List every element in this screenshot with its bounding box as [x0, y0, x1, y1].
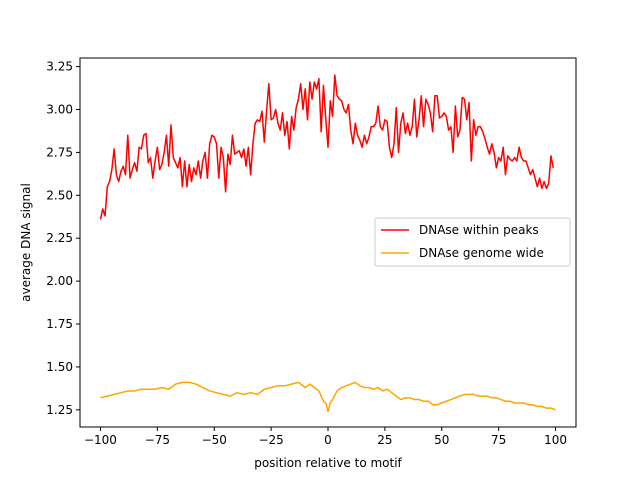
x-tick-label: 75 — [491, 433, 506, 447]
x-tick-label: −100 — [84, 433, 117, 447]
x-tick-label: 0 — [324, 433, 332, 447]
x-tick-label: 50 — [434, 433, 449, 447]
series-line-within-peaks — [99, 74, 554, 220]
y-tick-label: 3.25 — [46, 60, 73, 74]
legend-box — [374, 217, 571, 267]
legend: DNAse within peaks DNAse genome wide — [374, 217, 571, 267]
legend-label-genome-wide: DNAse genome wide — [419, 246, 544, 260]
x-axis-label: position relative to motif — [254, 456, 402, 470]
y-axis: 1.25 1.50 1.75 2.00 2.25 2.50 2.75 3.00 3.25 — [46, 60, 80, 417]
x-tick-label: −50 — [202, 433, 227, 447]
x-tick-label: 25 — [377, 433, 392, 447]
legend-label-within-peaks: DNAse within peaks — [419, 223, 539, 237]
x-tick-label: −25 — [258, 433, 283, 447]
y-tick-label: 1.50 — [46, 360, 73, 374]
y-tick-label: 3.00 — [46, 102, 73, 116]
y-tick-label: 1.75 — [46, 317, 73, 331]
x-axis: −100 −75 −50 −25 0 25 50 75 100 — [84, 427, 567, 447]
y-tick-label: 1.25 — [46, 403, 73, 417]
series-layer — [99, 74, 556, 413]
y-tick-label: 2.25 — [46, 231, 73, 245]
series-line-genome-wide — [100, 381, 556, 413]
y-tick-label: 2.00 — [46, 274, 73, 288]
x-tick-label: −75 — [145, 433, 170, 447]
y-axis-label: average DNA signal — [19, 183, 33, 302]
y-tick-label: 2.50 — [46, 188, 73, 202]
x-tick-label: 100 — [544, 433, 567, 447]
y-tick-label: 2.75 — [46, 145, 73, 159]
